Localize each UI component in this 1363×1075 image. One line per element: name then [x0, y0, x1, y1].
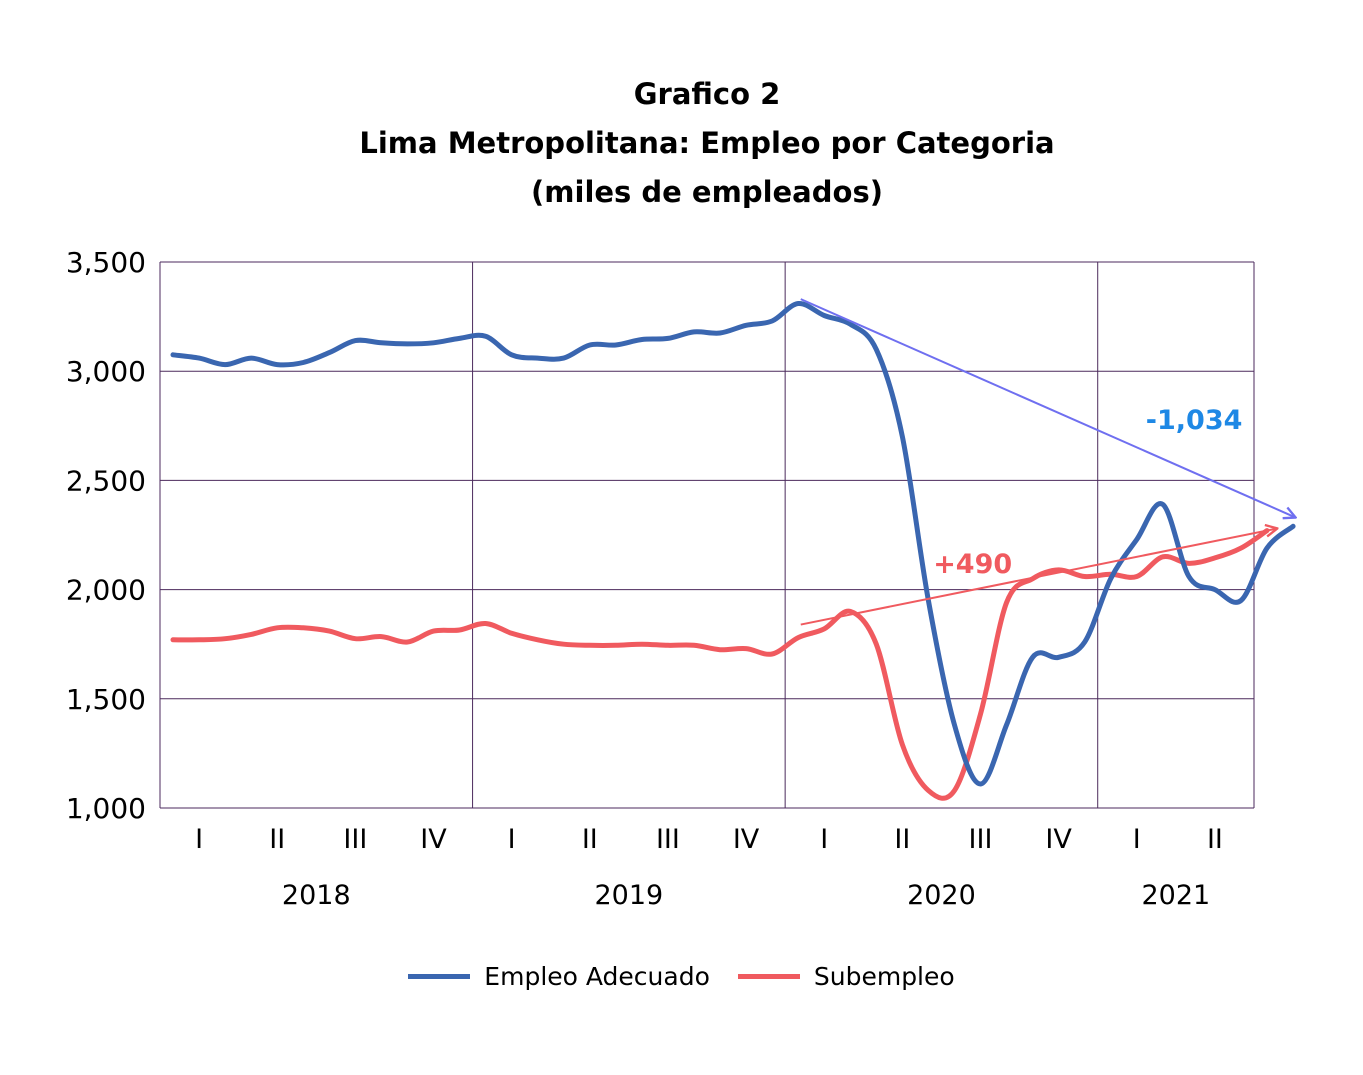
y-tick-label: 3,000: [66, 355, 146, 388]
chart-subtitle-2: (miles de empleados): [531, 175, 883, 209]
y-tick-label: 1,500: [66, 683, 146, 716]
chart-subtitle-1: Lima Metropolitana: Empleo por Categoria: [359, 126, 1055, 160]
annotation-label-1: +490: [933, 549, 1012, 580]
quarter-label: I: [820, 824, 828, 855]
legend-label-subempleo: Subempleo: [813, 962, 955, 991]
quarter-label: I: [508, 824, 516, 855]
chart-legend: Empleo Adecuado Subempleo: [0, 962, 1363, 991]
y-tick-label: 1,000: [66, 792, 146, 825]
annotation-arrow-0: [800, 298, 1296, 517]
year-label-2021: 2021: [1141, 880, 1210, 911]
quarter-label: IV: [733, 824, 760, 855]
year-label-2019: 2019: [594, 880, 663, 911]
legend-item-subempleo: Subempleo: [737, 962, 955, 991]
quarter-label: III: [656, 824, 680, 855]
quarter-label: I: [195, 824, 203, 855]
chart-title: Grafico 2: [633, 77, 781, 111]
chart-title-block: Grafico 2 Lima Metropolitana: Empleo por…: [0, 70, 1363, 217]
quarter-label: II: [269, 824, 285, 855]
legend-swatch-empleo-adecuado: [408, 974, 471, 979]
quarter-label: III: [969, 824, 993, 855]
series-line-subempleo: [170, 528, 1270, 801]
quarter-label: II: [582, 824, 598, 855]
legend-swatch-subempleo: [737, 974, 800, 979]
y-tick-label: 3,500: [66, 246, 146, 279]
quarter-label: III: [343, 824, 367, 855]
annotation-label-0: -1,034: [1146, 405, 1243, 436]
quarter-label: II: [1207, 824, 1223, 855]
year-label-2018: 2018: [282, 880, 351, 911]
legend-label-empleo-adecuado: Empleo Adecuado: [484, 962, 710, 991]
legend-item-empleo-adecuado: Empleo Adecuado: [408, 962, 710, 991]
y-tick-label: 2,500: [66, 464, 146, 497]
y-tick-label: 2,000: [66, 574, 146, 607]
quarter-label: II: [894, 824, 910, 855]
quarter-label: IV: [1045, 824, 1072, 855]
year-label-2020: 2020: [907, 880, 976, 911]
annotation-arrow-1: [800, 528, 1278, 626]
series-line-empleo-adecuado: [170, 300, 1296, 787]
quarter-label: I: [1133, 824, 1141, 855]
quarter-label: IV: [420, 824, 447, 855]
